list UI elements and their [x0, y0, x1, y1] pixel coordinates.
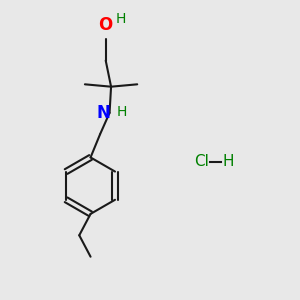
Text: H: H	[117, 105, 128, 119]
Text: N: N	[96, 104, 110, 122]
Text: Cl: Cl	[195, 154, 209, 169]
Text: H: H	[115, 12, 126, 26]
Text: O: O	[99, 16, 113, 34]
Text: H: H	[223, 154, 234, 169]
